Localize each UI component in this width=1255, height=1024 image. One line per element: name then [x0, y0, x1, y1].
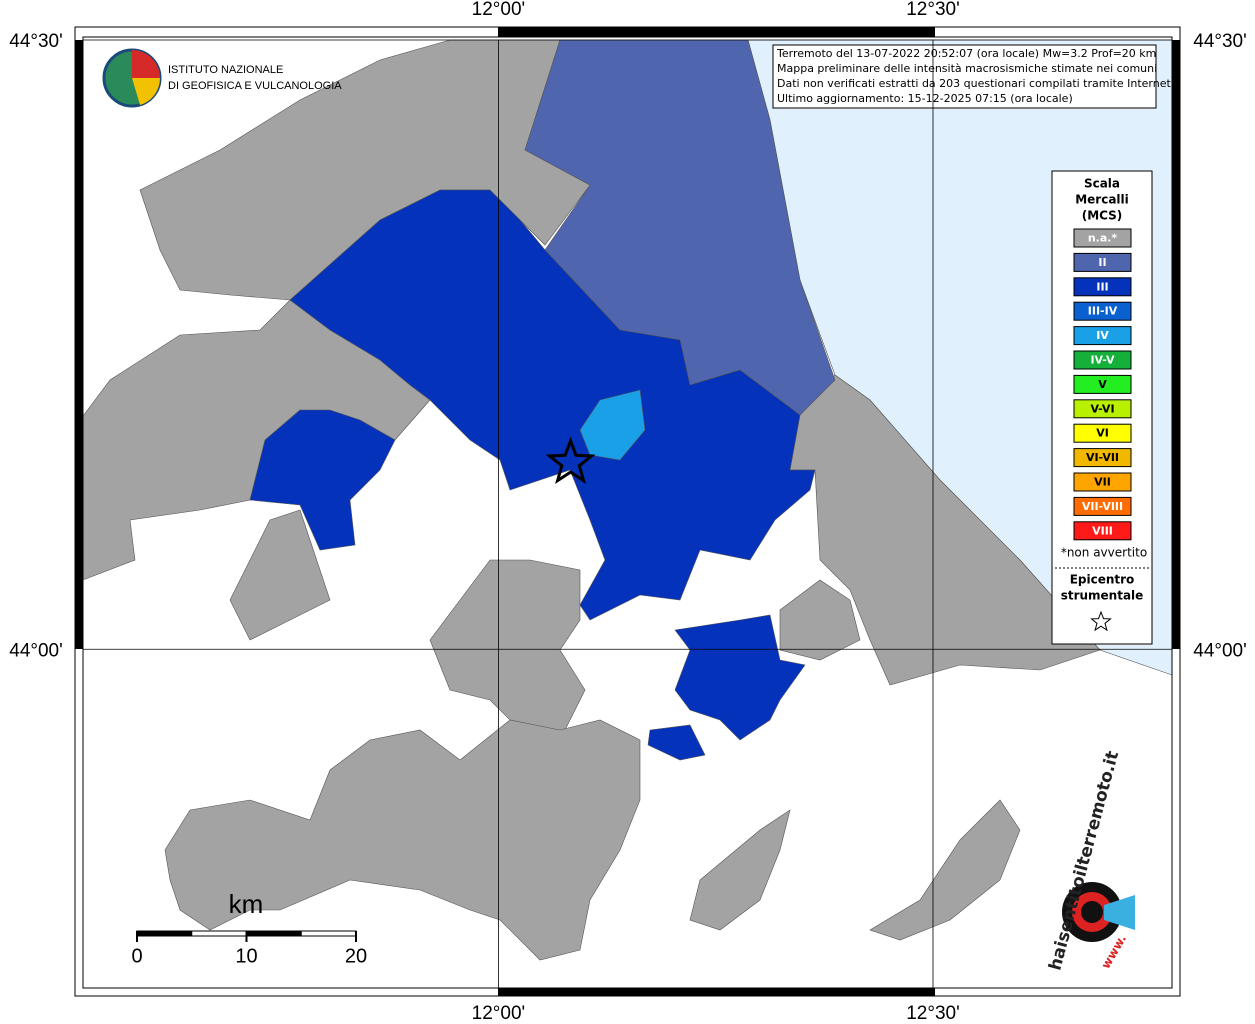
legend-epicenter: Epicentro: [1070, 573, 1135, 587]
lat-label: 44°30': [9, 31, 63, 52]
legend-label: III-IV: [1088, 305, 1118, 318]
legend-title: Scala: [1084, 177, 1120, 191]
lon-label: 12°30': [906, 0, 960, 20]
scale-segment: [191, 930, 247, 937]
info-line: Mappa preliminare delle intensità macros…: [777, 62, 1157, 75]
lon-label: 12°30': [906, 1003, 960, 1024]
legend-label: VI-VII: [1086, 451, 1119, 464]
municipality: [689, 809, 791, 931]
scale-label: 10: [235, 945, 257, 967]
legend-label: n.a.*: [1088, 232, 1118, 245]
info-line: Ultimo aggiornamento: 15-12-2025 07:15 (…: [777, 92, 1073, 105]
legend-title: Mercalli: [1075, 193, 1129, 207]
legend-label: IV-V: [1090, 354, 1115, 367]
legend-label: VI: [1096, 427, 1109, 440]
municipality: [429, 559, 586, 741]
legend-epicenter: strumentale: [1061, 589, 1144, 603]
legend-swatch: [1073, 448, 1132, 468]
municipality: [164, 719, 641, 961]
scale-segment: [300, 930, 357, 937]
epicenter: [545, 436, 596, 485]
municipalities: [79, 39, 1173, 961]
logo-ring: [1081, 901, 1103, 923]
scale-segment: [136, 930, 193, 937]
lon-label: 12°00': [472, 0, 526, 20]
frame-segment: [75, 40, 83, 649]
legend-label: VIII: [1092, 524, 1113, 537]
info-line: Dati non verificati estratti da 203 ques…: [777, 77, 1174, 90]
legend-label: III: [1096, 280, 1108, 293]
legend-swatch: [1073, 301, 1132, 321]
municipality: [779, 579, 861, 661]
legend-label: V: [1098, 378, 1107, 391]
municipality: [869, 799, 1021, 941]
municipality: [249, 409, 396, 551]
legend-swatch: [1073, 374, 1132, 394]
legend-swatch: [1073, 277, 1132, 297]
logo-sector: [132, 50, 160, 78]
legend-swatch: [1073, 496, 1132, 516]
legend-label: V-VI: [1090, 402, 1114, 415]
lon-label: 12°00': [472, 1003, 526, 1024]
legend-title: (MCS): [1082, 209, 1123, 223]
scale-label: 20: [345, 945, 367, 967]
legend-swatch: [1073, 399, 1132, 419]
lat-label: 44°00': [1193, 640, 1247, 661]
site-logo: [1062, 882, 1135, 942]
legend-star: [1090, 610, 1112, 632]
scale-unit: km: [229, 889, 264, 919]
frame-segment: [498, 27, 935, 37]
scale-segment: [246, 930, 302, 937]
legend-note: *non avvertito: [1061, 546, 1147, 560]
info-line: Terremoto del 13-07-2022 20:52:07 (ora l…: [776, 47, 1156, 60]
municipality: [289, 189, 816, 621]
municipality: [647, 724, 706, 761]
legend-label: VII-VIII: [1082, 500, 1123, 513]
logo-sector: [132, 78, 161, 105]
ingv-logo: ISTITUTO NAZIONALE DI GEOFISICA E VULCAN…: [102, 48, 342, 108]
info-box: [772, 44, 1157, 109]
municipality: [229, 509, 331, 641]
municipality: [674, 614, 806, 741]
frame-segment: [498, 988, 935, 996]
legend-swatch: [1073, 326, 1132, 346]
institute-name: ISTITUTO NAZIONALE: [168, 64, 283, 76]
lat-label: 44°30': [1193, 31, 1247, 52]
legend-swatch: [1073, 521, 1132, 541]
legend-label: II: [1098, 256, 1106, 269]
scale-label: 0: [131, 945, 142, 967]
legend-swatch: [1073, 228, 1132, 248]
legend-label: IV: [1096, 329, 1109, 342]
logo-speaker: [1104, 895, 1135, 930]
legend-label: VII: [1094, 476, 1111, 489]
frame-segment: [1172, 40, 1180, 649]
lat-label: 44°00': [9, 640, 63, 661]
legend-swatch: [1073, 472, 1132, 492]
legend-swatch: [1073, 252, 1132, 272]
legend-swatch: [1073, 350, 1132, 370]
legend-swatch: [1073, 423, 1132, 443]
municipality: [139, 39, 591, 301]
institute-name: DI GEOFISICA E VULCANOLOGIA: [168, 80, 342, 92]
